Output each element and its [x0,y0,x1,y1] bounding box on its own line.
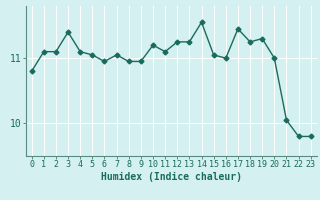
X-axis label: Humidex (Indice chaleur): Humidex (Indice chaleur) [101,172,242,182]
